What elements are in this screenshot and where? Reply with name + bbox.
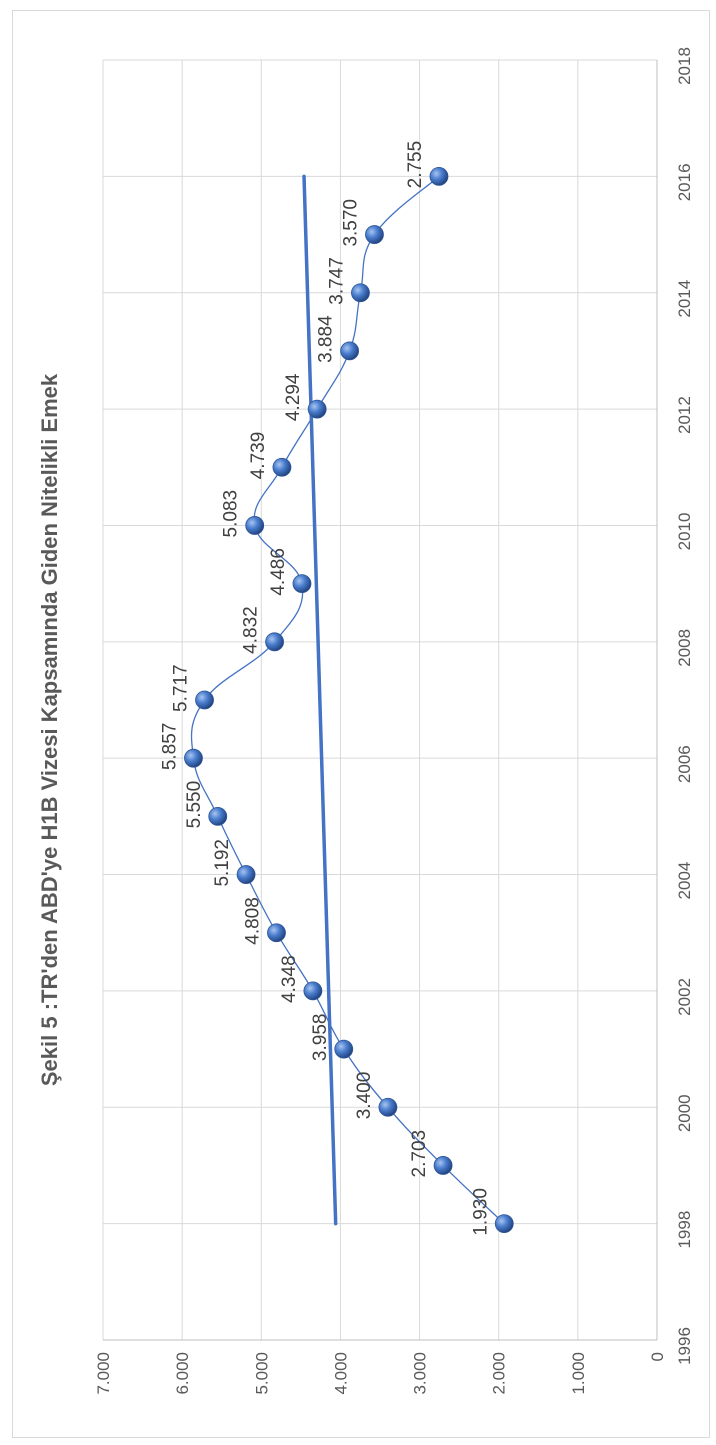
data-label: 5.717 xyxy=(171,664,192,712)
data-point xyxy=(307,399,327,419)
data-point xyxy=(303,981,323,1001)
data-label: 5.083 xyxy=(221,490,242,538)
x-tick-label: 2008 xyxy=(675,629,694,667)
tick-labels-layer: 1996 1998 2000 2002 2004 2006 2008 2010 2012 2014… xyxy=(94,47,694,1394)
y-tick-label: 7.000 xyxy=(94,1352,113,1395)
x-tick-label: 2002 xyxy=(675,978,694,1016)
data-label: 4.294 xyxy=(283,373,304,421)
data-label: 1.930 xyxy=(470,1188,491,1236)
data-label: 3.400 xyxy=(354,1072,375,1120)
data-label: 3.747 xyxy=(326,257,347,305)
data-point xyxy=(195,690,214,710)
y-tick-label: 4.000 xyxy=(331,1352,350,1395)
x-tick-label: 2010 xyxy=(675,513,694,551)
series-line xyxy=(190,175,505,1225)
data-label: 5.192 xyxy=(212,839,233,887)
data-point xyxy=(267,923,286,943)
data-point xyxy=(245,516,265,535)
chart-frame xyxy=(12,10,710,1438)
data-point xyxy=(494,1214,514,1234)
data-label: 5.550 xyxy=(184,781,205,829)
data-point xyxy=(378,1097,398,1117)
data-label: 2.703 xyxy=(409,1130,430,1178)
data-point xyxy=(292,574,312,594)
data-label: 4.739 xyxy=(248,432,269,480)
data-point xyxy=(265,632,284,652)
x-tick-label: 2006 xyxy=(675,745,694,783)
data-point xyxy=(365,225,384,244)
x-tick-label: 2016 xyxy=(675,163,694,201)
data-point xyxy=(208,806,228,826)
x-tick-label: 2014 xyxy=(675,280,694,318)
data-point xyxy=(433,1156,453,1175)
y-tick-label: 1.000 xyxy=(569,1352,588,1395)
x-tick-label: 1998 xyxy=(675,1211,694,1249)
data-label: 4.486 xyxy=(268,548,289,596)
x-tick-label: 2000 xyxy=(675,1094,694,1132)
y-tick-label: 2.000 xyxy=(490,1352,509,1395)
data-point xyxy=(184,748,203,768)
data-labels-layer: 1.930 2.703 3.400 3.958 4.348 4.808 5.192 5.550… xyxy=(159,141,491,1236)
data-label: 4.808 xyxy=(242,897,263,945)
x-tick-label: 2004 xyxy=(675,862,694,900)
markers-layer xyxy=(184,166,514,1234)
y-tick-label: 6.000 xyxy=(173,1352,192,1395)
y-tick-label: 5.000 xyxy=(252,1352,271,1395)
data-point xyxy=(340,341,360,361)
data-point xyxy=(334,1039,354,1059)
data-label: 4.832 xyxy=(241,606,262,654)
data-point xyxy=(236,865,256,884)
data-label: 5.857 xyxy=(159,723,180,771)
data-label: 3.958 xyxy=(310,1014,331,1062)
data-point xyxy=(351,283,370,303)
data-label: 4.348 xyxy=(279,955,300,1003)
trendline xyxy=(302,174,338,1226)
x-tick-label: 1996 xyxy=(675,1327,694,1365)
axes xyxy=(103,60,658,1341)
y-tick-label: 3.000 xyxy=(411,1352,430,1395)
data-label: 2.755 xyxy=(405,141,426,189)
chart-title: Şekil 5 :TR'den ABD'ye H1B Vizesi Kapsam… xyxy=(37,373,62,1086)
data-label: 3.884 xyxy=(316,315,337,363)
x-tick-label: 2018 xyxy=(675,47,694,85)
data-point xyxy=(272,457,292,477)
series-layer xyxy=(190,175,505,1225)
y-tick-label: 0 xyxy=(648,1352,667,1361)
x-tick-label: 2012 xyxy=(675,396,694,434)
data-label: 3.570 xyxy=(340,199,361,247)
trendline-layer xyxy=(302,174,338,1226)
data-point xyxy=(429,166,449,186)
